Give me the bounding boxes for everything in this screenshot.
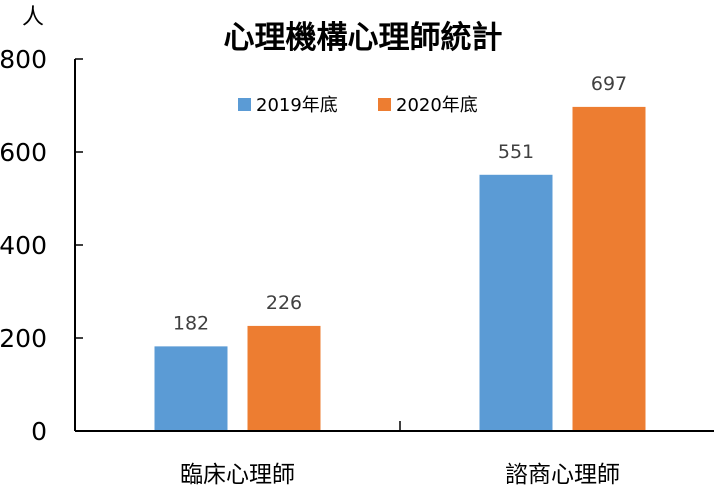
legend-label: 2020年底 [396,95,478,116]
bar [572,106,646,432]
y-tick-label: 800 [0,45,47,74]
bar [479,174,553,431]
data-label: 551 [498,141,534,163]
y-tick-label: 400 [0,231,47,260]
legend-label: 2019年底 [256,95,338,116]
legend-swatch [378,98,391,111]
data-label: 697 [591,73,627,95]
chart-title: 心理機構心理師統計 [224,20,503,56]
y-tick-label: 0 [31,417,47,446]
x-tick-label: 臨床心理師 [180,462,295,488]
y-axis-label: 人 [22,5,44,30]
bar [247,325,321,431]
x-tick-label: 諮商心理師 [505,462,620,488]
data-label: 182 [173,312,209,334]
legend: 2019年底 2020年底 [238,95,478,116]
data-label: 226 [266,292,302,314]
bar [154,346,228,431]
legend-swatch [238,98,251,111]
y-tick-label: 600 [0,138,47,167]
y-tick-label: 200 [0,324,47,353]
